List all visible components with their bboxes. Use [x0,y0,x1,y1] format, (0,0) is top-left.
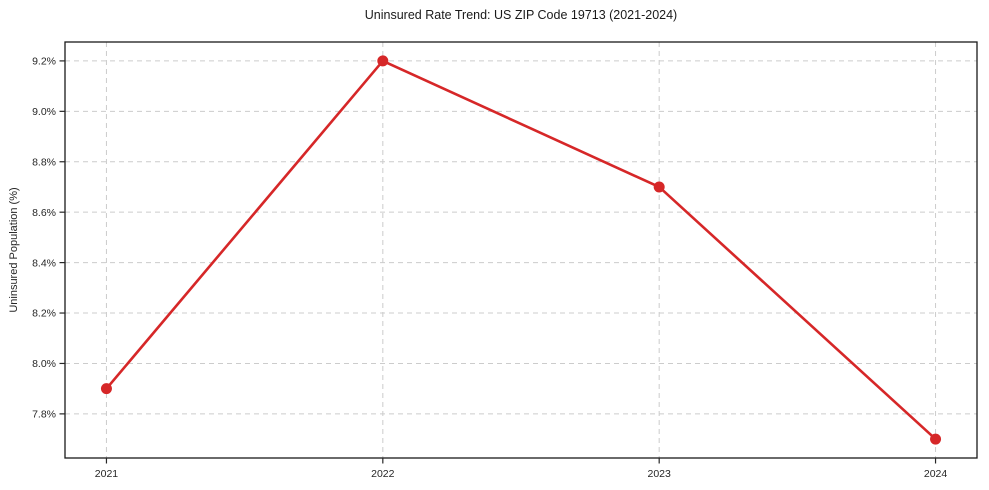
data-point-2023 [653,181,665,193]
y-tick-label: 8.0% [32,358,56,370]
trend-line [105,59,937,441]
y-tick-label: 9.0% [32,106,56,118]
data-point-2021 [100,383,112,395]
x-tick-label: 2021 [95,468,119,480]
y-tick-label: 8.2% [32,308,56,320]
x-tick-label: 2023 [648,468,672,480]
y-tick-label: 9.2% [32,56,56,68]
y-tick-label: 8.4% [32,257,56,269]
data-point-2024 [930,433,942,445]
y-tick-label: 7.8% [32,409,56,421]
y-tick-label: 8.8% [32,156,56,168]
x-tick-label: 2024 [924,468,948,480]
axes-spines [64,41,978,459]
x-tick-label: 2022 [371,468,395,480]
chart-title: Uninsured Rate Trend: US ZIP Code 19713 … [364,8,678,22]
data-point-2022 [377,55,389,67]
y-tick-label: 8.6% [32,207,56,219]
